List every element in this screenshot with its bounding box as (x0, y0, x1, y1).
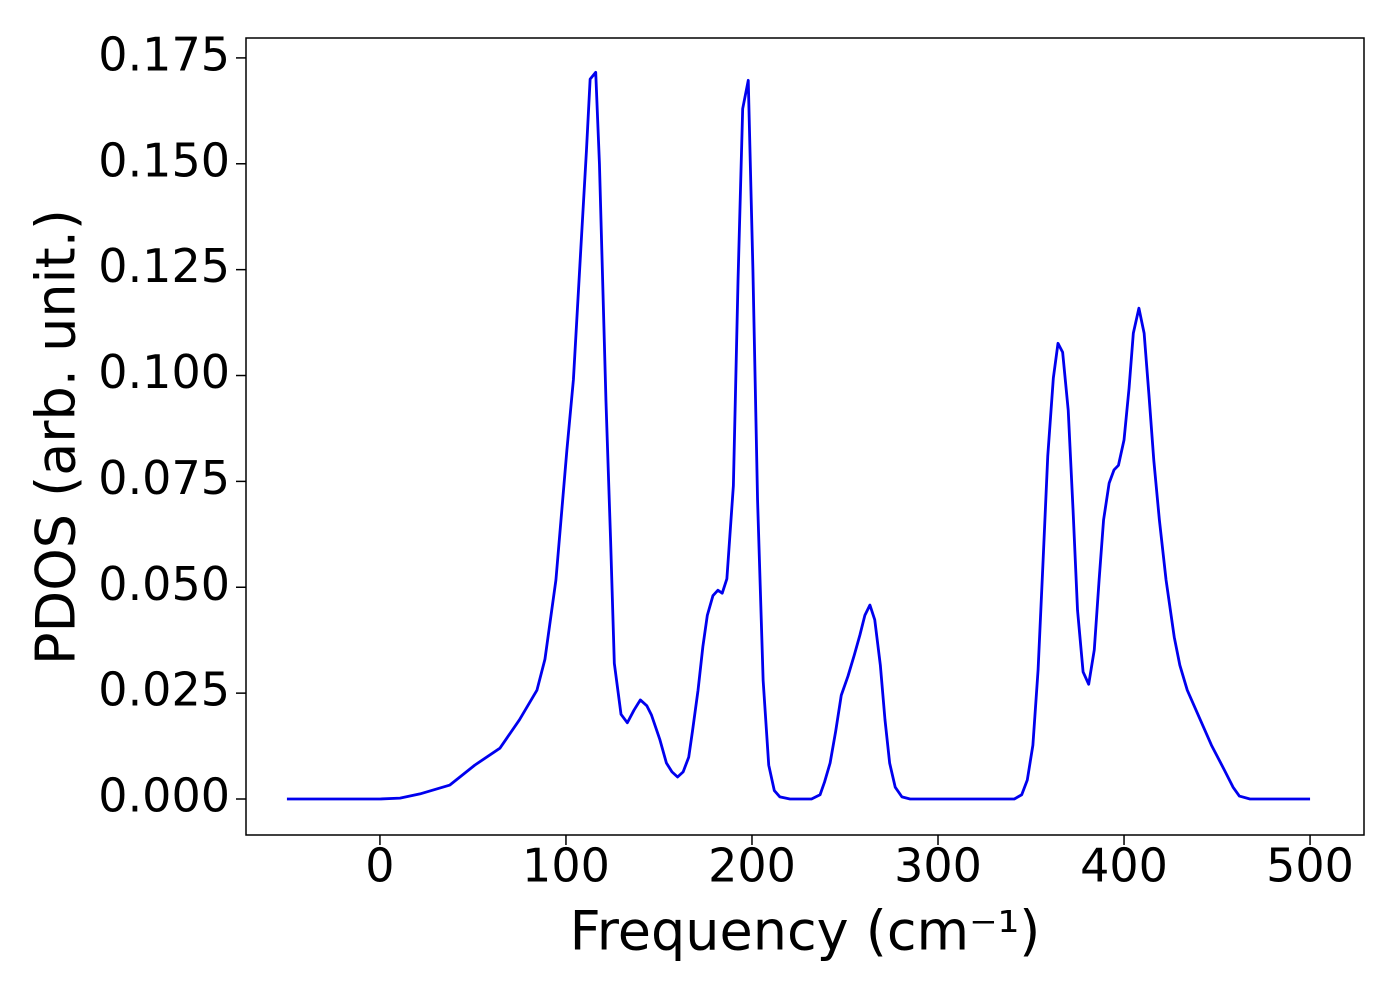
x-tick-label: 0 (365, 839, 394, 893)
x-tick-label: 300 (894, 839, 982, 893)
x-axis-label: Frequency (cm⁻¹) (570, 900, 1041, 963)
y-tick-label: 0.000 (98, 769, 230, 823)
y-axis-label: PDOS (arb. unit.) (25, 209, 88, 665)
plot-frame (245, 37, 1365, 836)
y-tick-label: 0.150 (98, 133, 230, 187)
x-tick-label: 500 (1266, 839, 1354, 893)
x-tick-label: 200 (708, 839, 796, 893)
y-tick-label: 0.125 (98, 239, 230, 293)
x-tick-label: 400 (1080, 839, 1168, 893)
y-tick-label: 0.025 (98, 663, 230, 717)
x-tick-label: 100 (522, 839, 610, 893)
y-tick-label: 0.175 (98, 27, 230, 81)
y-tick-label: 0.050 (98, 557, 230, 611)
y-tick-label: 0.100 (98, 345, 230, 399)
y-tick-label: 0.075 (98, 451, 230, 505)
pdos-line (286, 70, 1311, 801)
